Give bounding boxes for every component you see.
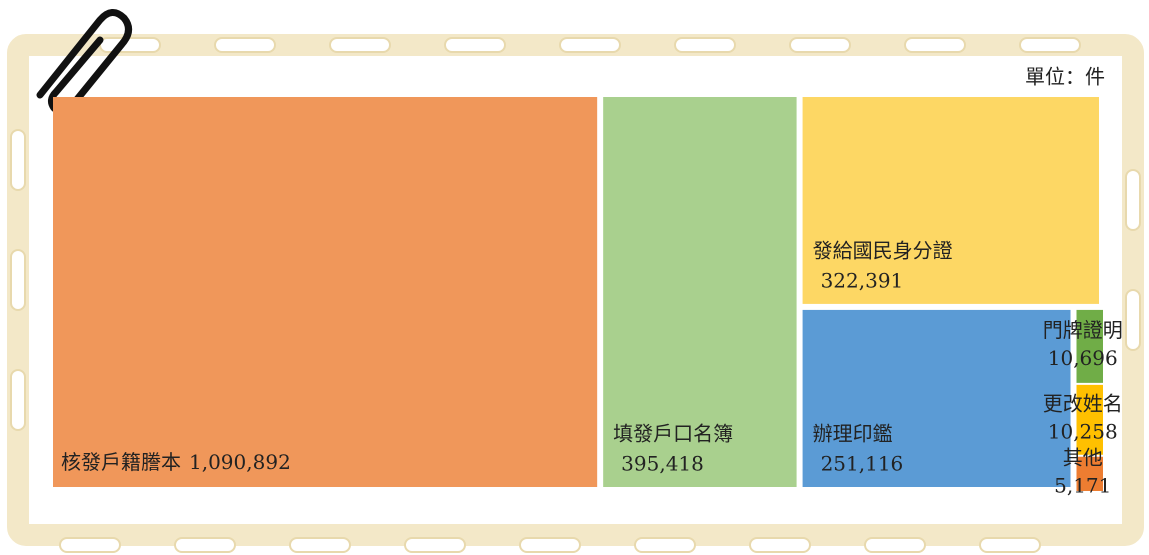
frame-stitches xyxy=(10,37,1141,553)
paperclip-icon xyxy=(36,9,132,116)
value-label: 251,116 xyxy=(821,452,904,476)
treemap-cell xyxy=(603,97,797,487)
treemap-cell xyxy=(1076,456,1103,491)
value-label: 1,090,892 xyxy=(189,450,291,474)
value-label: 10,258 xyxy=(1048,419,1118,443)
category-label: 填發戶口名簿 xyxy=(613,422,733,446)
category-label: 其他 xyxy=(1063,445,1103,469)
value-label: 395,418 xyxy=(621,452,704,476)
value-label: 322,391 xyxy=(821,268,904,292)
category-label: 門牌證明 xyxy=(1043,318,1123,342)
treemap-cell xyxy=(802,309,1071,487)
treemap-cell xyxy=(802,97,1099,304)
treemap-cell xyxy=(1076,384,1103,455)
value-label: 10,696 xyxy=(1048,346,1118,370)
category-label: 核發戶籍謄本 xyxy=(61,450,181,474)
cell-label: 核發戶籍謄本 1,090,892 xyxy=(61,450,291,474)
unit-label: 單位：件 xyxy=(1025,65,1105,89)
value-label: 5,171 xyxy=(1054,473,1111,497)
category-label: 辦理印鑑 xyxy=(813,422,893,446)
treemap-cell xyxy=(53,97,598,487)
treemap-cell xyxy=(1076,309,1103,383)
category-label: 發給國民身分證 xyxy=(813,238,953,262)
category-label: 更改姓名 xyxy=(1043,391,1123,415)
treemap: 核發戶籍謄本 1,090,892 填發戶口名簿 395,418 發給國民身分證 322,3… xyxy=(53,97,1123,497)
